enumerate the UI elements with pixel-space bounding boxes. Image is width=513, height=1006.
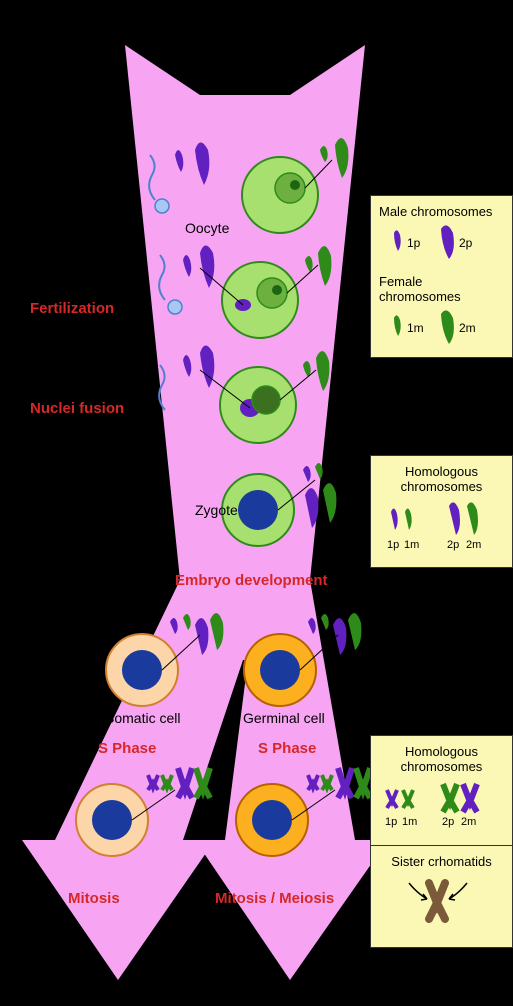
mitosis-label: Mitosis [68, 890, 120, 907]
legend-male-female: Male chromosomes 1p 2p Female chromosome… [370, 195, 513, 358]
x-chromosomes-somatic [148, 768, 210, 798]
sperm-tail-3 [159, 365, 165, 410]
svg-text:1p: 1p [385, 816, 397, 828]
x-chromosomes-germinal [308, 768, 370, 798]
oocyte-cell-2 [222, 262, 298, 338]
legend1-female-title: Female chromosomes [379, 274, 504, 304]
svg-text:1m: 1m [404, 539, 419, 551]
oocyte-cell-1 [242, 157, 318, 233]
svg-text:2m: 2m [459, 321, 476, 335]
fertilization-label: Fertilization [30, 300, 114, 317]
oocyte-label: Oocyte [185, 220, 229, 236]
svg-text:1m: 1m [402, 816, 417, 828]
svg-text:1p: 1p [387, 539, 399, 551]
fusion-cell [220, 367, 296, 443]
chromosome-2p [195, 143, 209, 186]
legend2-title: Homologous chromosomes [379, 464, 504, 494]
svg-text:2m: 2m [466, 539, 481, 551]
sperm-icon-1 [149, 155, 169, 213]
nucleolus-1 [290, 180, 300, 190]
zygote-label: Zygote [195, 502, 238, 518]
somatic-cell [106, 634, 178, 706]
svg-text:2p: 2p [447, 539, 459, 551]
mitosis-meiosis-label: Mitosis / Meiosis [215, 890, 334, 907]
sphase-left-label: S Phase [98, 740, 156, 757]
germinal-cell [244, 634, 316, 706]
embryo-dev-label: Embryo development [175, 572, 328, 589]
svg-text:2m: 2m [461, 816, 476, 828]
chromosome-1m [320, 146, 328, 162]
legend-homologous-1: Homologous chromosomes 1p 1m 2p 2m [370, 455, 513, 568]
legend-homologous-2: Homologous chromosomes 1p 1m 2p 2m [370, 735, 513, 848]
oocyte-nucleus-1 [275, 173, 305, 203]
svg-text:1p: 1p [407, 236, 421, 250]
svg-text:2p: 2p [442, 816, 454, 828]
sperm-icon-2 [159, 255, 182, 314]
legend1-male-title: Male chromosomes [379, 204, 504, 219]
somatic-label: Somatic cell [105, 710, 180, 726]
svg-text:2p: 2p [459, 236, 473, 250]
germinal-label: Germinal cell [243, 710, 325, 726]
legend3-title: Homologous chromosomes [379, 744, 504, 774]
germinal-cell-s [236, 784, 308, 856]
legend-sister: Sister crhomatids [370, 845, 513, 948]
chromosome-1p [175, 150, 183, 172]
legend4-title: Sister crhomatids [379, 854, 504, 869]
sperm-nucleus-inside [235, 299, 251, 311]
sphase-right-label: S Phase [258, 740, 316, 757]
chromosome-2m [335, 138, 348, 178]
svg-text:1m: 1m [407, 321, 424, 335]
somatic-cell-s [76, 784, 148, 856]
nuclei-fusion-label: Nuclei fusion [30, 400, 124, 417]
